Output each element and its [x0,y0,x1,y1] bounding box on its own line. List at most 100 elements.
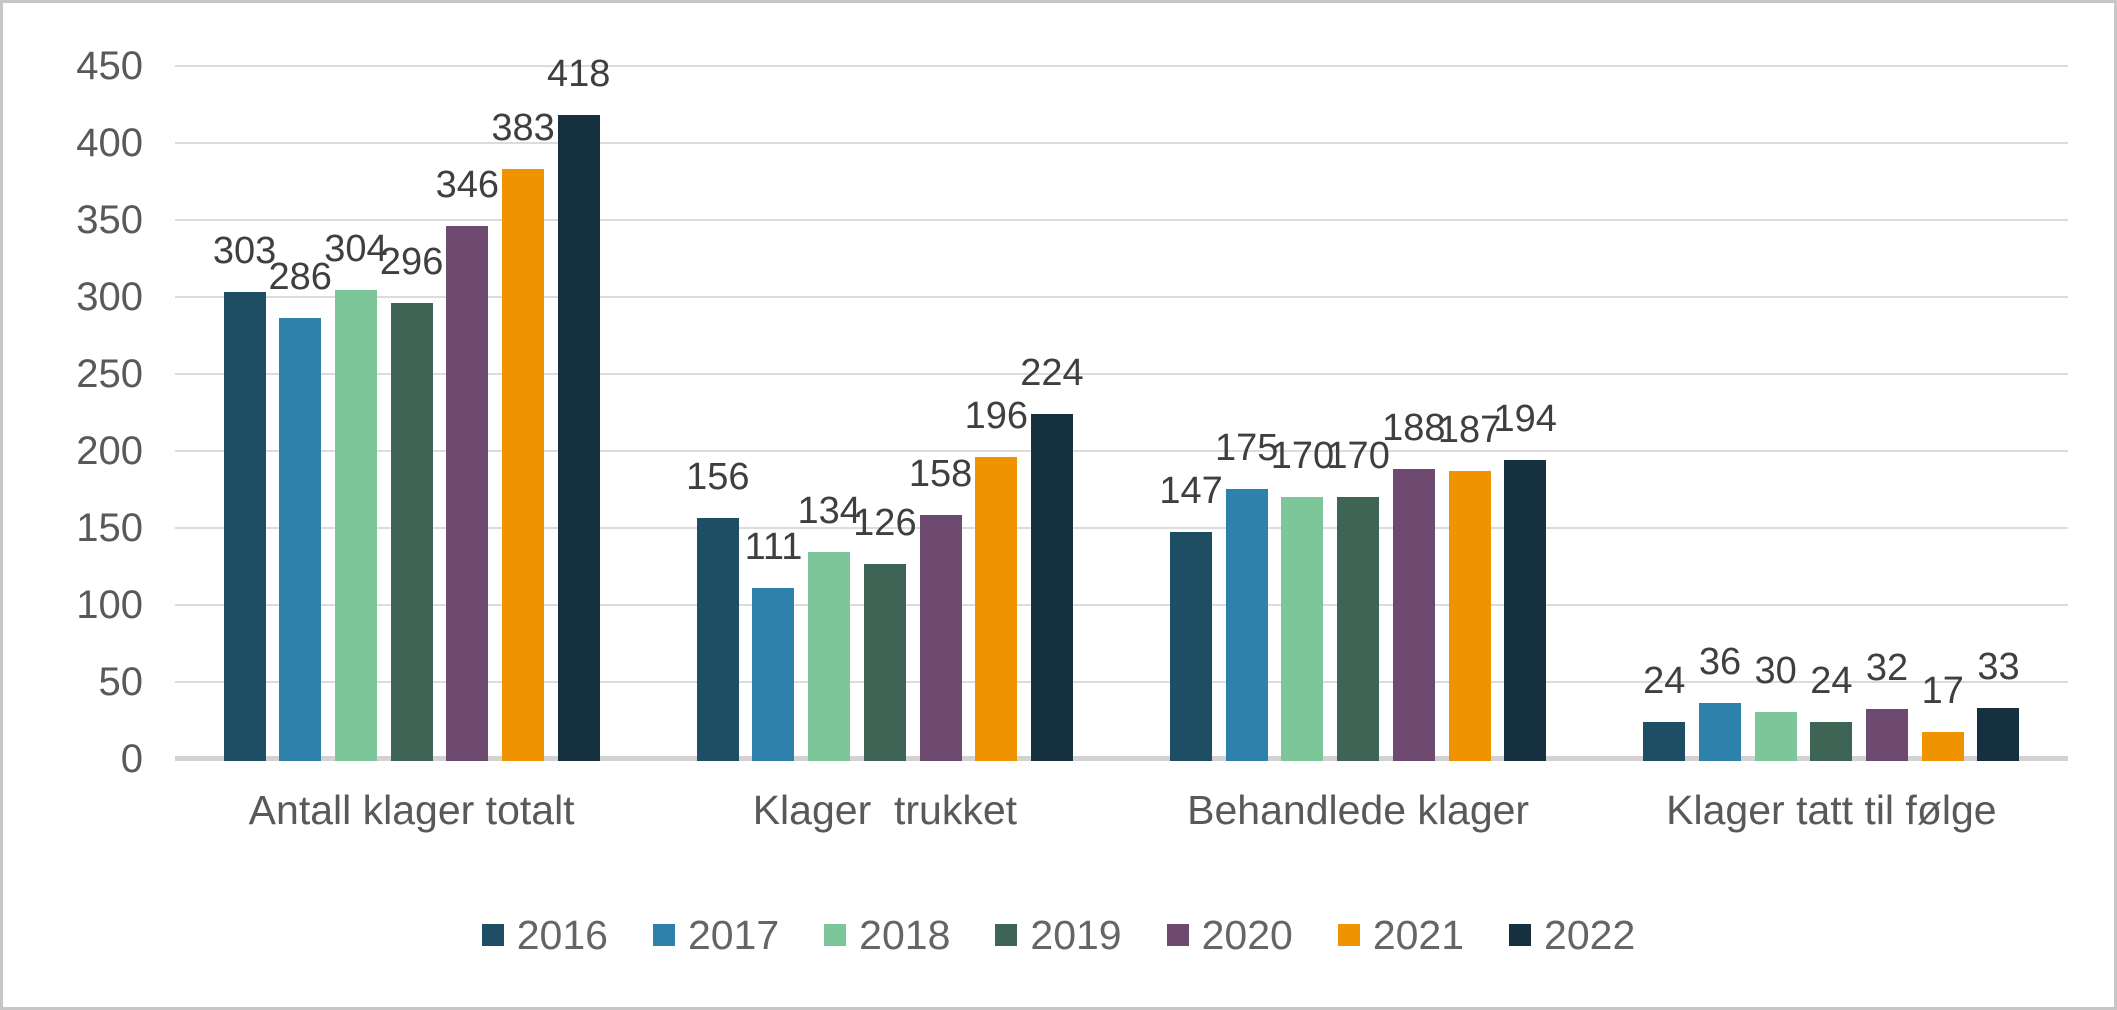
bar-value-label: 187 [1437,408,1502,451]
bar-value-label: 24 [1810,659,1853,702]
bar-value-label: 196 [964,394,1028,437]
bar [975,456,1018,761]
bar-value-label: 296 [379,240,444,283]
legend: 2016 2017 2018 2019 2020 2021 2022 [3,911,2114,959]
gridline [175,218,2068,221]
bar-value-label: 383 [491,106,555,149]
bar-value-label: 147 [1159,470,1223,513]
x-axis-line [175,756,2068,761]
bar-value-label: 134 [797,490,861,533]
bar [752,587,795,761]
gridline [175,64,2068,67]
bar [390,302,433,761]
legend-color-swatch [1166,924,1189,946]
bar [446,225,489,761]
legend-color-swatch [1509,924,1532,946]
bar-value-label: 304 [324,228,388,271]
gridline [175,449,2068,452]
bar-value-label: 286 [268,256,332,299]
y-axis-tick-label: 50 [98,659,144,704]
bar [1392,468,1435,761]
bar [1337,496,1380,761]
bar [1170,532,1213,761]
bar [502,168,545,761]
gridline [175,603,2068,606]
bar [1448,470,1491,761]
bar-value-label: 175 [1215,427,1279,469]
y-axis-tick-label: 450 [76,43,143,88]
legend-label: 2021 [1372,912,1465,958]
bar [1504,459,1547,761]
bar [557,114,600,761]
bar-value-label: 126 [853,502,917,545]
bar-value-label: 24 [1643,659,1686,702]
bar [1643,721,1686,761]
y-axis-tick-label: 150 [76,505,143,550]
bar [1698,703,1741,761]
bar-value-label: 33 [1977,645,2020,688]
x-axis-category-label: Klager trukket [752,787,1018,833]
bar [1977,707,2020,761]
bar-value-label: 170 [1270,434,1335,477]
y-axis-tick-label: 300 [76,274,143,319]
bar-value-label: 156 [686,456,750,499]
bar-value-label: 188 [1382,406,1446,449]
legend-label: 2017 [687,912,780,958]
legend-label: 2016 [516,912,608,958]
bar-value-label: 194 [1493,397,1557,440]
bar-value-label: 17 [1921,670,1964,713]
x-axis-category-label: Behandlede klager [1187,787,1530,833]
bar [1281,496,1324,761]
gridline [175,372,2068,375]
bar-value-label: 30 [1754,650,1797,693]
bar [1225,489,1268,761]
legend-item: 2021 [1337,911,1465,959]
legend-label: 2022 [1544,912,1636,958]
legend-label: 2019 [1030,912,1122,958]
legend-item: 2019 [995,911,1122,959]
bar [1810,721,1853,761]
bar [696,518,739,761]
legend-item: 2016 [481,911,608,959]
legend-color-swatch [481,924,504,946]
gridline [175,526,2068,529]
bar [1866,709,1909,761]
bar-value-label: 111 [744,525,803,568]
bar-value-label: 32 [1865,647,1909,690]
bar [1921,732,1964,761]
legend-item: 2022 [1509,911,1635,959]
legend-item: 2017 [652,911,780,959]
legend-color-swatch [652,924,675,946]
gridline [175,680,2068,683]
bar-value-label: 158 [908,453,973,496]
legend-label: 2018 [859,912,951,958]
legend-item: 2018 [824,911,950,959]
y-axis-tick-label: 0 [120,736,143,781]
legend-color-swatch [1337,924,1360,946]
bar [334,290,377,761]
legend-color-swatch [824,924,847,946]
gridline [175,141,2068,144]
x-axis-category-label: Antall klager totalt [248,787,575,833]
bar [1030,413,1073,761]
x-axis-category-label: Klager tatt til følge [1666,787,1997,833]
y-axis-tick-label: 100 [76,582,143,627]
legend-label: 2020 [1201,912,1293,958]
plot-area: 0 50 100 150 200 250 300 350 400 450 303 286 304 296 3… [3,3,2114,1007]
bar-value-label: 346 [435,163,500,206]
y-axis-tick-label: 350 [76,197,143,242]
bar [808,552,851,761]
y-axis-tick-label: 400 [76,120,143,165]
y-axis-tick-label: 200 [76,428,143,473]
gridline [175,295,2068,298]
bar-value-label: 303 [212,229,277,272]
bar [863,564,906,761]
legend-color-swatch [995,924,1018,946]
bar-value-label: 36 [1698,641,1742,684]
bar [1754,712,1797,761]
bar-value-label: 224 [1020,351,1084,394]
legend-item: 2020 [1166,911,1293,959]
bar-value-label: 418 [547,52,611,95]
bar [223,291,266,761]
